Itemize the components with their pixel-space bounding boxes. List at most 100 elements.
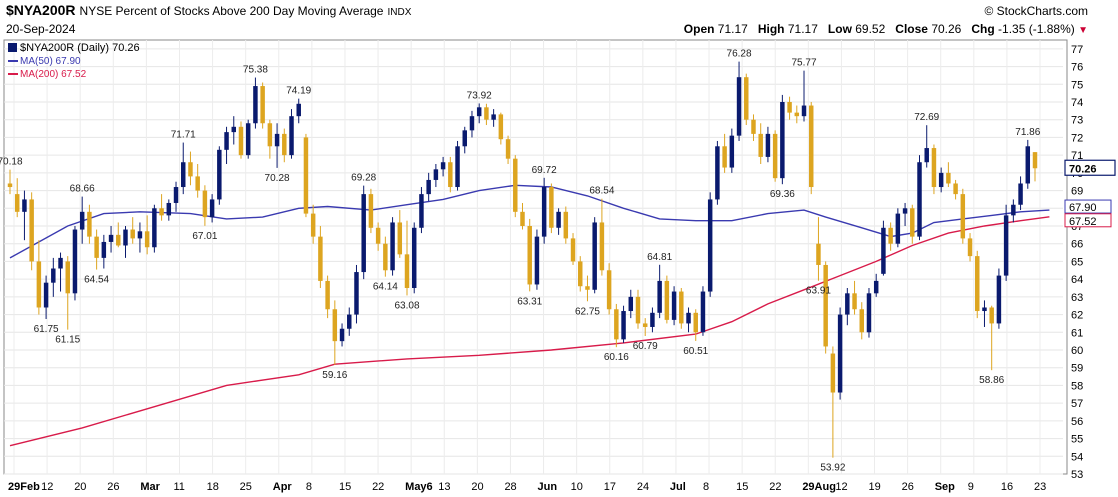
price-annotation: 75.77 <box>791 58 816 69</box>
candle-body <box>938 172 944 188</box>
price-annotation: 68.66 <box>70 184 95 195</box>
candle-body <box>549 187 554 228</box>
candle <box>267 119 273 159</box>
candle-body <box>498 114 504 140</box>
candle-body <box>274 133 280 147</box>
candle-body <box>527 226 532 285</box>
candle-body <box>505 139 511 159</box>
price-annotation: 67.01 <box>192 231 217 242</box>
candle <box>29 192 34 271</box>
candle <box>173 181 179 212</box>
price-annotation: 71.71 <box>171 130 196 141</box>
candle-body <box>282 133 287 156</box>
candle-body <box>440 162 446 170</box>
candle <box>7 169 13 195</box>
candle <box>910 204 915 244</box>
candle-body <box>614 309 619 340</box>
candle-body <box>491 114 496 120</box>
right-tags: 70.26 67.90 67.52 <box>1064 159 1116 228</box>
candle <box>361 185 366 280</box>
candle <box>79 196 85 244</box>
candle-body <box>152 208 157 248</box>
candle <box>794 105 800 124</box>
candle <box>390 217 395 276</box>
x-tick-label: Apr <box>273 481 293 493</box>
candle <box>152 204 157 253</box>
x-tick-label: Sep <box>935 481 955 493</box>
candle <box>527 218 532 292</box>
candle-body <box>599 222 605 271</box>
candle <box>801 70 807 122</box>
candle-body <box>1025 146 1031 184</box>
candle-body <box>267 123 273 147</box>
candle <box>541 177 547 244</box>
ma200-box <box>1064 213 1112 228</box>
candle <box>549 183 554 234</box>
y-tick-label: 76 <box>1071 62 1083 74</box>
candle <box>1011 199 1016 223</box>
candle <box>339 323 345 347</box>
y-tick-label: 73 <box>1071 115 1083 127</box>
candle-body <box>108 234 114 242</box>
y-tick-label: 71 <box>1071 150 1083 162</box>
candle-body <box>722 146 727 168</box>
candle-body <box>910 208 915 237</box>
candle-body <box>758 133 763 157</box>
x-tick-label: Jul <box>670 481 686 493</box>
candle <box>967 233 973 262</box>
price-annotation: 64.54 <box>84 275 109 286</box>
candle <box>253 77 258 129</box>
candle-body <box>621 311 626 340</box>
candle <box>722 133 727 173</box>
y-tick-label: 57 <box>1071 398 1083 410</box>
candle-body <box>123 229 128 246</box>
candle <box>823 261 828 354</box>
candle-body <box>657 280 662 313</box>
candle-body <box>469 116 475 131</box>
candle <box>686 307 691 333</box>
candle-body <box>765 133 771 157</box>
candle <box>578 256 583 292</box>
candle <box>852 280 857 315</box>
grid <box>4 40 1063 475</box>
candle-body <box>14 194 20 212</box>
candle-body <box>375 227 381 244</box>
candle <box>866 288 872 338</box>
candle <box>642 318 648 337</box>
candle <box>938 167 944 193</box>
candle <box>772 130 778 182</box>
candle <box>368 188 374 234</box>
ma50-box <box>1064 199 1112 214</box>
down-arrow-icon: ▼ <box>1078 25 1088 36</box>
candle-body <box>79 211 85 230</box>
candle-body <box>231 126 237 133</box>
candle <box>664 275 670 324</box>
candle <box>787 96 792 120</box>
candle-body <box>253 86 258 124</box>
candle <box>780 94 785 185</box>
candle <box>448 156 453 193</box>
candle-body <box>72 229 78 294</box>
candle-body <box>289 116 294 156</box>
candle-body <box>260 86 265 124</box>
candle <box>217 146 222 205</box>
candle <box>592 217 597 294</box>
candle-body <box>946 172 951 184</box>
price-annotation: 62.75 <box>575 306 600 317</box>
candle-body <box>144 231 150 248</box>
low-label: Low <box>827 22 852 36</box>
x-tick-label: 26 <box>107 481 119 493</box>
candle <box>397 210 403 258</box>
price-annotation: 61.75 <box>34 324 59 335</box>
candle-body <box>36 261 42 308</box>
x-tick-label: 25 <box>240 481 252 493</box>
candle <box>282 128 287 163</box>
candle-body <box>707 199 713 292</box>
candle-body <box>801 105 807 117</box>
candle-body <box>159 208 164 216</box>
candle <box>1003 204 1009 281</box>
candle <box>303 133 309 218</box>
candle-body <box>339 328 345 342</box>
y-tick-label: 56 <box>1071 416 1083 428</box>
candle <box>671 286 677 326</box>
